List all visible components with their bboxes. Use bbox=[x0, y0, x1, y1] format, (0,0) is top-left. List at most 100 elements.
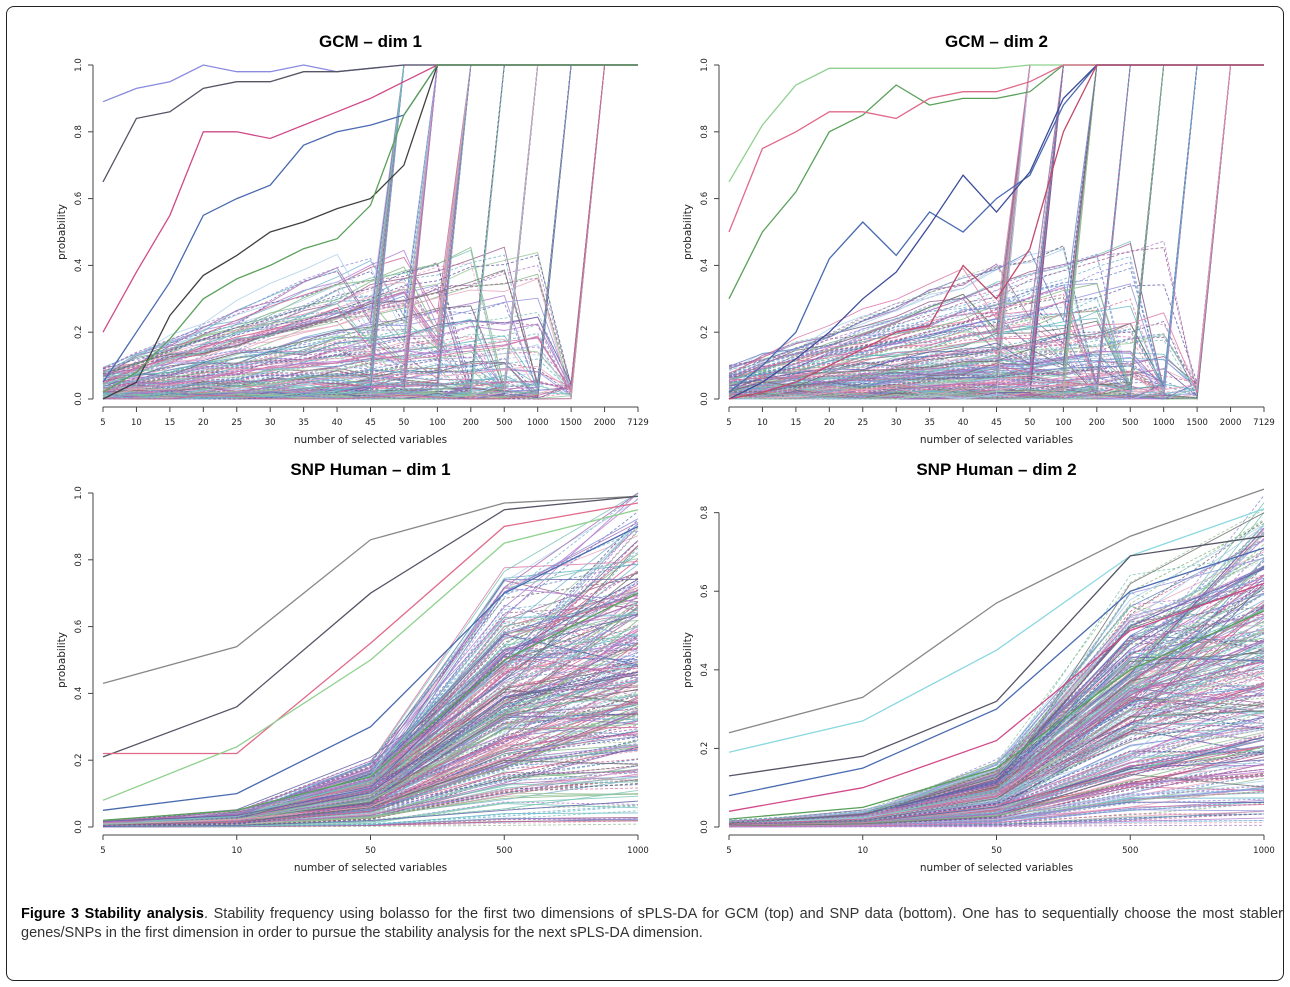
series-line-bg bbox=[728, 791, 1265, 827]
series-line-bg bbox=[102, 626, 639, 825]
series-line-bg bbox=[102, 818, 639, 828]
series-line-bg bbox=[728, 817, 1265, 828]
series-line-bg bbox=[102, 804, 639, 828]
series-line-bg bbox=[728, 588, 1265, 825]
x-tick-label: 1000 bbox=[627, 846, 649, 856]
series-line-bg bbox=[728, 750, 1265, 826]
series-line-bg bbox=[102, 718, 639, 826]
series-line-bg bbox=[728, 577, 1265, 824]
series-line-bg bbox=[728, 616, 1265, 828]
series-line-3 bbox=[728, 64, 1264, 233]
series-mass bbox=[102, 492, 639, 828]
x-tick-label: 50 bbox=[1025, 418, 1036, 428]
series-line-bg bbox=[102, 688, 639, 825]
x-tick-label: 500 bbox=[496, 846, 512, 856]
x-tick-label: 20 bbox=[824, 418, 835, 428]
series-line-bg bbox=[102, 64, 638, 398]
x-tick-label: 5 bbox=[726, 418, 731, 428]
y-tick-label: 0.2 bbox=[74, 325, 84, 339]
series-line-6 bbox=[102, 64, 638, 393]
chart-title: GCM – dim 1 bbox=[319, 32, 422, 51]
series-line-bg bbox=[728, 651, 1265, 824]
series-line-bg bbox=[728, 624, 1265, 825]
series-line-bg bbox=[102, 650, 639, 824]
series-line-bg bbox=[102, 562, 639, 822]
series-line-bg bbox=[102, 694, 639, 824]
y-axis-label: probability bbox=[56, 204, 68, 260]
series-line-bg bbox=[728, 64, 1264, 389]
figure-caption: Figure 3 Stability analysis. Stability f… bbox=[21, 905, 1283, 943]
series-line-bg bbox=[728, 560, 1265, 825]
series-line-6 bbox=[102, 592, 639, 821]
series-line-bg bbox=[728, 64, 1264, 397]
x-tick-label: 500 bbox=[1122, 418, 1138, 428]
series-line-bg bbox=[102, 64, 638, 384]
series-line-bg bbox=[728, 660, 1265, 825]
series-line-bg bbox=[728, 733, 1265, 826]
series-line-bg bbox=[728, 798, 1265, 827]
x-tick-label: 100 bbox=[429, 418, 445, 428]
series-line-bg bbox=[102, 603, 639, 826]
series-line-bg bbox=[728, 671, 1265, 826]
series-line-bg bbox=[728, 593, 1265, 823]
y-axis-label: probability bbox=[682, 204, 694, 260]
x-tick-label: 2000 bbox=[594, 418, 616, 428]
x-axis-label: number of selected variables bbox=[294, 862, 447, 874]
series-line-bg bbox=[102, 637, 639, 824]
chart-gcm-dim2: GCM – dim 2 5 10 15 20 25 30 35 40 45 50 100 200 500 1… bbox=[682, 32, 1275, 446]
x-tick-label: 5 bbox=[100, 418, 105, 428]
chart-panel-snp-dim2: SNP Human – dim 2 5 10 50 500 1000 0.0 0.2 0.4 0.… bbox=[677, 455, 1275, 895]
series-line-bg bbox=[728, 668, 1265, 826]
series-line-bg bbox=[728, 615, 1265, 825]
series-line-bg bbox=[103, 64, 638, 400]
x-tick-label: 1500 bbox=[560, 418, 582, 428]
series-line-bg bbox=[102, 804, 639, 827]
series-line-bg bbox=[728, 532, 1265, 824]
series-mass bbox=[728, 495, 1265, 828]
series-line-bg bbox=[728, 656, 1265, 826]
series-line-bg bbox=[102, 64, 638, 397]
x-tick-label: 45 bbox=[365, 418, 376, 428]
series-line-bg bbox=[728, 670, 1265, 825]
series-line-bg bbox=[102, 511, 639, 822]
series-line-bg bbox=[102, 64, 638, 394]
series-line-bg bbox=[102, 547, 639, 823]
series-line-bg bbox=[728, 813, 1265, 828]
series-line-bg bbox=[728, 64, 1264, 390]
series-line-bg bbox=[102, 578, 639, 822]
y-tick-label: 0.6 bbox=[74, 620, 84, 634]
y-tick-label: 0.8 bbox=[700, 506, 710, 520]
series-line-bg bbox=[728, 64, 1264, 396]
x-tick-label: 25 bbox=[857, 418, 868, 428]
y-tick-label: 0.4 bbox=[74, 687, 84, 701]
series-line-bg bbox=[102, 747, 639, 825]
series-line-bg bbox=[728, 658, 1265, 826]
series-line-bg bbox=[728, 64, 1264, 386]
series-line-bg bbox=[728, 607, 1265, 826]
series-line-bg bbox=[728, 824, 1265, 828]
y-tick-label: 1.0 bbox=[74, 486, 84, 500]
series-line-bg bbox=[728, 64, 1264, 399]
series-line-bg bbox=[102, 64, 638, 397]
series-line-bg bbox=[728, 726, 1265, 826]
series-line-bg bbox=[728, 64, 1264, 392]
chart-gcm-dim1: GCM – dim 1 5 10 15 20 25 30 35 40 45 50 100 200 500 1… bbox=[56, 32, 649, 446]
series-line-bg bbox=[728, 64, 1264, 398]
series-line-bg bbox=[728, 692, 1265, 824]
series-line-bg bbox=[728, 522, 1265, 822]
x-tick-label: 500 bbox=[496, 418, 512, 428]
x-tick-label: 200 bbox=[1089, 418, 1105, 428]
chart-title: SNP Human – dim 2 bbox=[916, 460, 1076, 479]
series-line-bg bbox=[102, 771, 639, 827]
x-tick-label: 10 bbox=[231, 846, 242, 856]
series-line-bg bbox=[728, 657, 1265, 825]
series-line-bg bbox=[102, 524, 639, 823]
y-tick-label: 0.8 bbox=[74, 125, 84, 139]
series-line-bg bbox=[102, 646, 639, 824]
y-tick-label: 0.2 bbox=[74, 753, 84, 767]
series-line-bg bbox=[728, 578, 1265, 824]
series-line-bg bbox=[102, 64, 638, 399]
series-line-bg bbox=[728, 803, 1265, 827]
series-line-4 bbox=[102, 509, 639, 801]
series-line-bg bbox=[728, 509, 1265, 823]
